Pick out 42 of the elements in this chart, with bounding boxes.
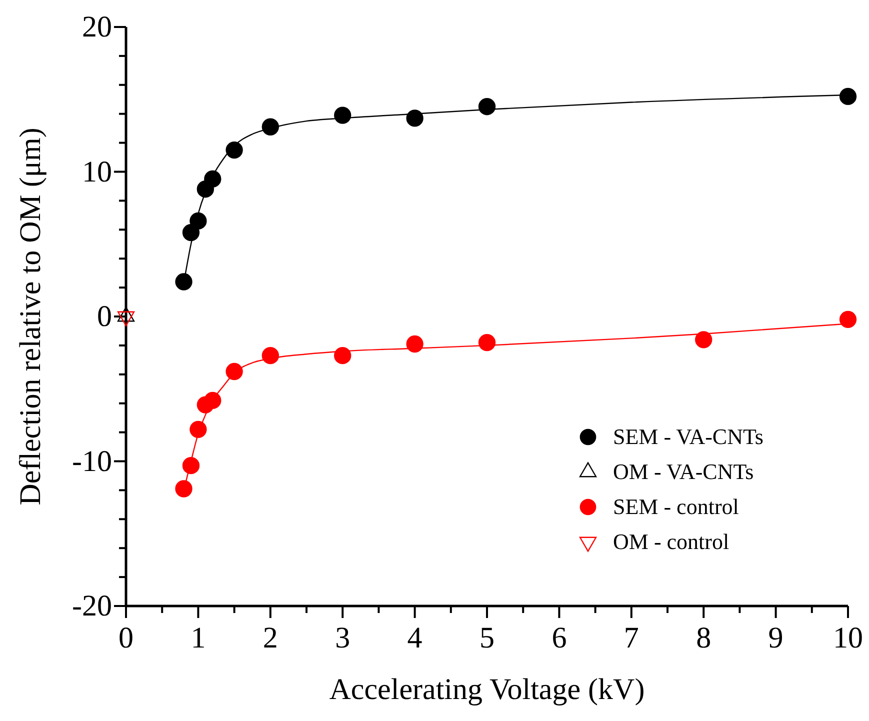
- point: [839, 310, 857, 328]
- y-axis-title: Deflection relative to OM (μm): [14, 128, 47, 506]
- y-tick-label: 10: [82, 155, 112, 188]
- point: [334, 347, 352, 364]
- point: [175, 273, 192, 290]
- point: [839, 88, 857, 106]
- legend-label: OM - control: [613, 529, 730, 554]
- point: [204, 170, 222, 188]
- y-tick-label: 20: [82, 10, 112, 44]
- point: [406, 335, 424, 353]
- point: [262, 347, 279, 364]
- x-tick-label: 5: [480, 621, 494, 654]
- point: [190, 212, 207, 230]
- y-tick-label: -20: [72, 590, 112, 623]
- point: [334, 106, 352, 124]
- point: [406, 110, 424, 127]
- x-tick-label: 4: [407, 621, 422, 654]
- point: [175, 480, 192, 498]
- y-tick-label: -10: [72, 444, 112, 478]
- x-tick-label: 6: [552, 621, 567, 654]
- point: [262, 118, 279, 136]
- point: [182, 457, 200, 474]
- point: [204, 392, 222, 410]
- legend-label: SEM - control: [613, 494, 739, 519]
- legend-label: SEM - VA-CNTs: [613, 424, 764, 449]
- x-tick-label: 2: [262, 621, 278, 654]
- x-tick-label: 8: [696, 621, 712, 654]
- point: [695, 331, 712, 348]
- point: [190, 420, 207, 438]
- legend-label: OM - VA-CNTs: [613, 459, 754, 484]
- x-tick-label: 1: [190, 621, 206, 654]
- point: [226, 141, 243, 159]
- x-tick-label: 3: [335, 621, 350, 654]
- x-tick-label: 9: [768, 621, 784, 654]
- point: [226, 362, 243, 380]
- x-axis-title: Accelerating Voltage (kV): [329, 673, 645, 706]
- x-tick-label: 10: [833, 621, 863, 654]
- point: [478, 334, 496, 352]
- x-tick-label: 0: [118, 621, 134, 654]
- x-tick-label: 7: [624, 621, 639, 654]
- y-tick-label: 0: [97, 300, 112, 334]
- point: [478, 98, 496, 116]
